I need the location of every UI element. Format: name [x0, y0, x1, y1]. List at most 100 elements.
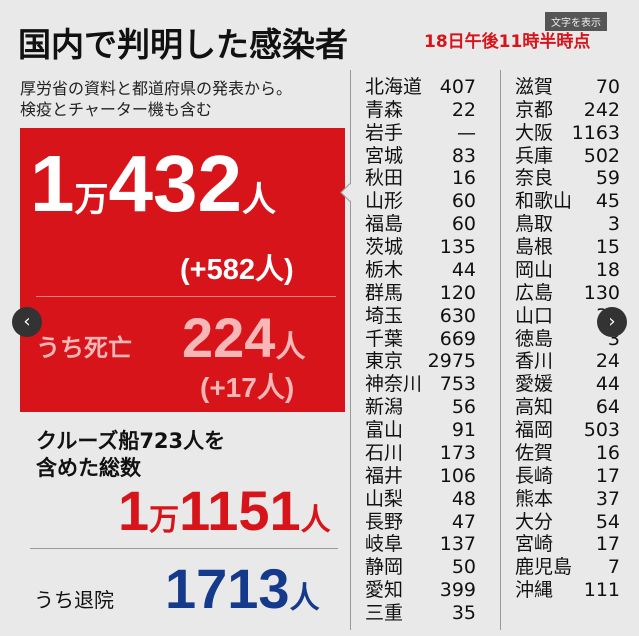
label-line: 含めた総数 — [36, 456, 141, 480]
prefecture-value: 502 — [583, 144, 620, 167]
prefecture-value: 44 — [451, 258, 476, 281]
unit: 人 — [300, 504, 331, 537]
prefecture-name: 岩手 — [365, 121, 404, 144]
prefecture-name: 高知 — [515, 396, 554, 419]
prefecture-value: 111 — [583, 579, 620, 602]
divider — [36, 296, 336, 297]
prefecture-value: 106 — [439, 464, 476, 487]
digits: 1 — [30, 139, 75, 228]
unit: 万 — [149, 504, 180, 537]
prefecture-value: 16 — [595, 441, 620, 464]
prefecture-value: 60 — [451, 213, 476, 236]
red-box — [20, 128, 345, 412]
digits: 1713 — [165, 557, 290, 620]
prefecture-value: — — [457, 121, 476, 144]
note: 厚労省の資料と都道府県の発表から。 検疫とチャーター機も含む — [20, 78, 292, 120]
unit: 人 — [289, 582, 320, 615]
prefecture-value: 50 — [451, 556, 476, 579]
prefecture-name: 大分 — [515, 510, 554, 533]
prefecture-value: 60 — [451, 190, 476, 213]
label-line: クルーズ船723人を — [36, 429, 226, 453]
prefecture-value: 91 — [451, 419, 476, 442]
prefecture-value: 3 — [607, 213, 620, 236]
prefecture-name: 千葉 — [365, 327, 404, 350]
unit: 人 — [241, 181, 276, 219]
prefecture-name: 宮崎 — [515, 533, 554, 556]
prefecture-name: 埼玉 — [365, 304, 404, 327]
unit: 人 — [275, 331, 306, 364]
digits: 1151 — [179, 479, 301, 542]
note-line: 検疫とチャーター機も含む — [20, 100, 212, 119]
deaths-change: (+17人) — [200, 372, 295, 403]
digits: 432 — [108, 139, 242, 228]
with-cruise-total: 1万1151人 — [118, 478, 331, 543]
overlay-button[interactable]: 文字を表示 — [545, 12, 607, 31]
deaths: 224人 — [182, 305, 305, 370]
divider — [30, 548, 338, 549]
prefecture-name: 愛知 — [365, 579, 404, 602]
cruise-label: クルーズ船723人を 含めた総数 — [36, 428, 225, 482]
prefecture-name: 熊本 — [515, 487, 554, 510]
prefecture-name: 鹿児島 — [515, 556, 573, 579]
prefecture-value: 242 — [583, 98, 620, 121]
prefecture-value: 15 — [595, 236, 620, 259]
prefecture-name: 滋賀 — [515, 76, 554, 98]
prefecture-name: 石川 — [365, 441, 404, 464]
digits: 1 — [118, 479, 150, 542]
prefecture-name: 福岡 — [515, 419, 554, 442]
prefecture-name: 長野 — [365, 510, 404, 533]
prefecture-value: 130 — [583, 281, 620, 304]
total-change: (+582人) — [180, 254, 294, 286]
prev-arrow[interactable]: ‹ — [12, 307, 42, 337]
prefecture-name: 三重 — [365, 602, 404, 624]
next-arrow[interactable]: › — [597, 307, 627, 337]
discharged-label: うち退院 — [34, 588, 114, 612]
prefecture-value: 669 — [439, 327, 476, 350]
prefecture-name: 山口 — [515, 304, 554, 327]
prefecture-name: 佐賀 — [515, 441, 554, 464]
deaths-label: うち死亡 — [36, 335, 132, 362]
prefecture-name: 愛媛 — [515, 373, 554, 396]
prefecture-value: 47 — [451, 510, 476, 533]
prefecture-value: 753 — [439, 373, 476, 396]
prefecture-value: 54 — [595, 510, 620, 533]
prefecture-name: 香川 — [515, 350, 554, 373]
prefecture-name: 大阪 — [515, 121, 554, 144]
prefecture-value: 7 — [607, 556, 620, 579]
prefecture-name: 神奈川 — [365, 373, 423, 396]
prefecture-value: 45 — [595, 190, 620, 213]
prefecture-name: 奈良 — [515, 167, 554, 190]
column-divider — [500, 70, 501, 630]
prefecture-value: 35 — [451, 602, 476, 624]
prefecture-name: 沖縄 — [515, 579, 554, 602]
prefecture-value: 56 — [451, 396, 476, 419]
prefecture-value: 64 — [595, 396, 620, 419]
prefecture-value: 16 — [451, 167, 476, 190]
total: 1万432人 — [30, 138, 276, 230]
prefecture-name: 新潟 — [365, 396, 404, 419]
prefecture-name: 京都 — [515, 98, 554, 121]
prefecture-value: 137 — [439, 533, 476, 556]
prefecture-name: 北海道 — [365, 76, 423, 98]
digits: 224 — [182, 306, 276, 369]
prefecture-value: 24 — [595, 350, 620, 373]
prefecture-value: 17 — [595, 533, 620, 556]
prefecture-name: 秋田 — [365, 167, 404, 190]
prefecture-name: 青森 — [365, 98, 404, 121]
prefecture-value: 83 — [451, 144, 476, 167]
prefecture-name: 栃木 — [365, 258, 404, 281]
prefecture-name: 長崎 — [515, 464, 554, 487]
prefecture-name: 岐阜 — [365, 533, 404, 556]
note-line: 厚労省の資料と都道府県の発表から。 — [20, 79, 293, 98]
prefecture-name: 福島 — [365, 213, 404, 236]
prefecture-name: 鳥取 — [515, 213, 554, 236]
prefecture-name: 山梨 — [365, 487, 404, 510]
prefecture-name: 群馬 — [365, 281, 404, 304]
unit: 万 — [74, 181, 109, 219]
timestamp: 18日午後11時半時点 — [424, 32, 591, 52]
prefecture-value: 173 — [439, 441, 476, 464]
prefecture-name: 宮城 — [365, 144, 404, 167]
prefecture-name: 広島 — [515, 281, 554, 304]
prefecture-value: 1163 — [571, 121, 620, 144]
